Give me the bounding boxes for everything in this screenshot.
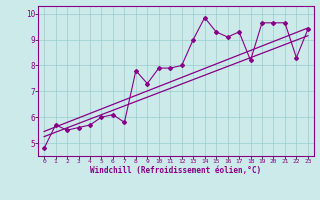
- X-axis label: Windchill (Refroidissement éolien,°C): Windchill (Refroidissement éolien,°C): [91, 166, 261, 175]
